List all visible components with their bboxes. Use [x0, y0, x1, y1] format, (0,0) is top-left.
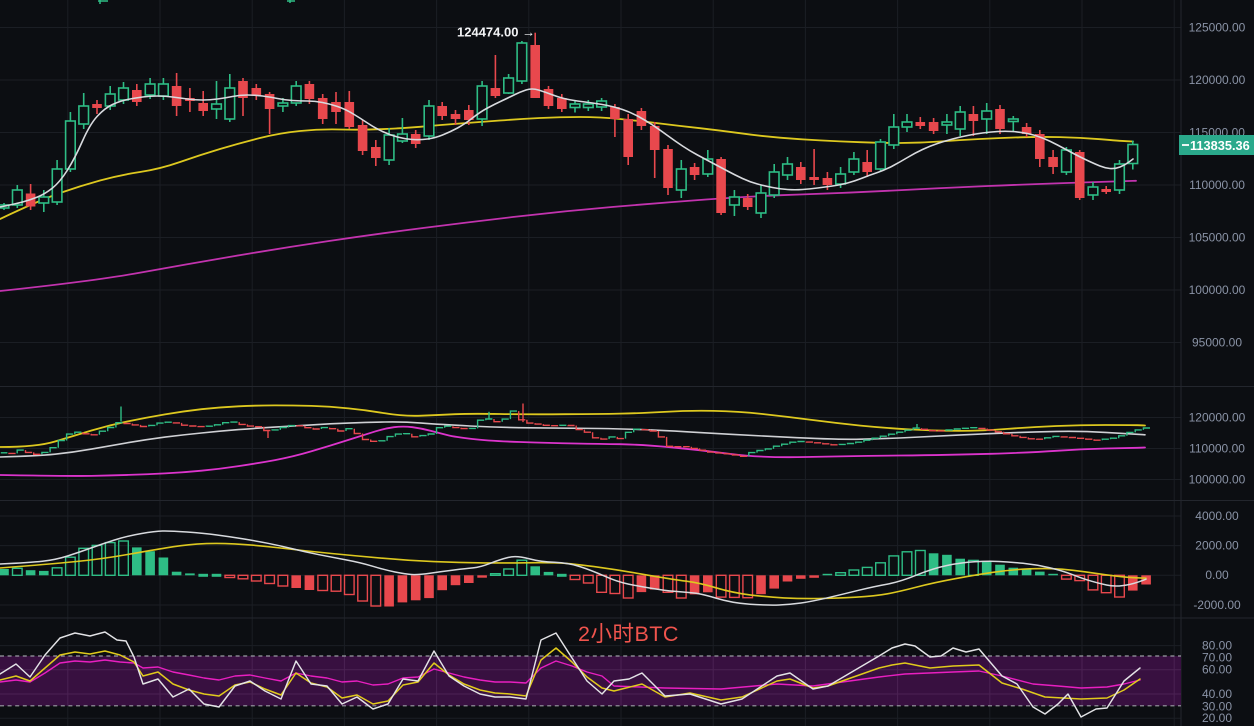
svg-text:120000.00: 120000.00	[1189, 410, 1246, 424]
svg-text:100000.00: 100000.00	[1189, 283, 1246, 297]
svg-text:2小时BTC: 2小时BTC	[578, 622, 679, 646]
svg-text:80.00: 80.00	[1202, 638, 1232, 652]
svg-text:70.00: 70.00	[1202, 651, 1232, 665]
svg-text:-2000.00: -2000.00	[1193, 598, 1241, 612]
svg-text:40.00: 40.00	[1202, 687, 1232, 701]
svg-text:125000.00: 125000.00	[1189, 20, 1246, 34]
svg-text:2000.00: 2000.00	[1195, 538, 1239, 552]
svg-text:105000.00: 105000.00	[1189, 230, 1246, 244]
svg-text:0.00: 0.00	[1205, 568, 1229, 582]
svg-text:110000.00: 110000.00	[1189, 178, 1245, 192]
svg-text:124474.00 →: 124474.00 →	[457, 25, 535, 40]
svg-text:4000.00: 4000.00	[1195, 509, 1239, 523]
svg-text:20.00: 20.00	[1202, 711, 1232, 725]
svg-text:30.00: 30.00	[1202, 699, 1232, 713]
svg-text:110000.00: 110000.00	[1189, 441, 1245, 455]
svg-text:113835.36: 113835.36	[1190, 138, 1250, 153]
svg-text:120000.00: 120000.00	[1189, 73, 1246, 87]
svg-text:60.00: 60.00	[1202, 663, 1232, 677]
svg-text:100000.00: 100000.00	[1189, 472, 1246, 486]
svg-text:95000.00: 95000.00	[1192, 335, 1242, 349]
